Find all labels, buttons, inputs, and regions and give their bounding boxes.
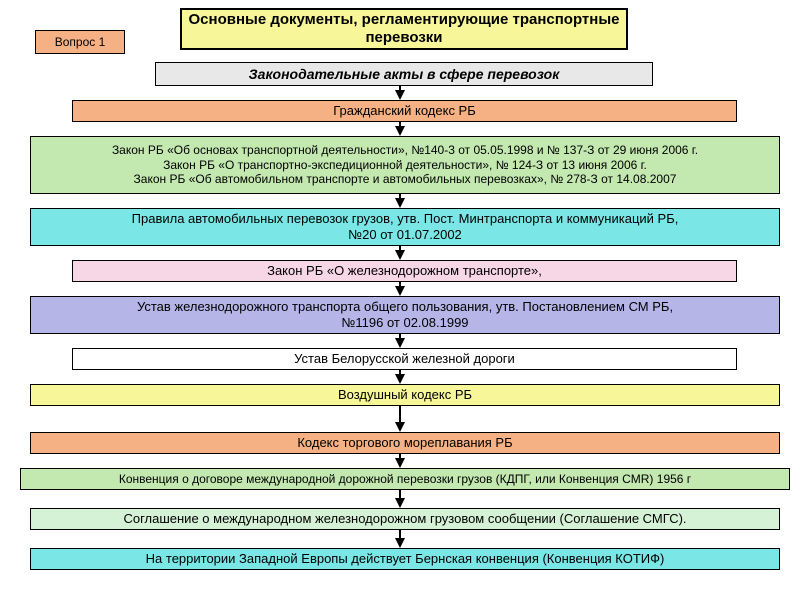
box-rail-charter: Устав железнодорожного транспорта общего…: [30, 296, 780, 334]
box-civil-code: Гражданский кодекс РБ: [72, 100, 737, 122]
arrow-down-icon: [395, 458, 405, 468]
arrow-down-icon: [395, 538, 405, 548]
arrow-down-icon: [395, 374, 405, 384]
arrow-down-icon: [395, 498, 405, 508]
subtitle: Законодательные акты в сфере перевозок: [155, 62, 653, 86]
box-rail-law: Закон РБ «О железнодорожном транспорте»,: [72, 260, 737, 282]
arrow-down-icon: [395, 422, 405, 432]
question-badge: Вопрос 1: [35, 30, 125, 54]
arrow-down-icon: [395, 250, 405, 260]
box-cmr: Конвенция о договоре международной дорож…: [20, 468, 790, 490]
box-sea-code: Кодекс торгового мореплавания РБ: [30, 432, 780, 454]
arrow-down-icon: [395, 126, 405, 136]
box-auto-rules: Правила автомобильных перевозок грузов, …: [30, 208, 780, 246]
arrow-down-icon: [395, 286, 405, 296]
arrow-down-icon: [395, 338, 405, 348]
arrow-down-icon: [395, 90, 405, 100]
box-bel-rail-charter: Устав Белорусской железной дороги: [72, 348, 737, 370]
box-text: Правила автомобильных перевозок грузов, …: [132, 211, 679, 242]
arrow-down-icon: [395, 198, 405, 208]
box-text: Закон РБ «Об основах транспортной деятел…: [112, 143, 698, 186]
main-title: Основные документы, регламентирующие тра…: [180, 8, 628, 50]
box-air-code: Воздушный кодекс РБ: [30, 384, 780, 406]
box-laws-block: Закон РБ «Об основах транспортной деятел…: [30, 136, 780, 194]
box-cotif: На территории Западной Европы действует …: [30, 548, 780, 570]
box-smgs: Соглашение о международном железнодорожн…: [30, 508, 780, 530]
box-text: Устав железнодорожного транспорта общего…: [137, 299, 673, 330]
